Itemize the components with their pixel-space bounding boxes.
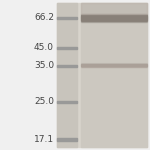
Text: 66.2: 66.2: [34, 14, 54, 22]
Bar: [81, 18, 147, 19]
Bar: [81, 3, 147, 147]
Bar: [81, 15, 147, 16]
Bar: [81, 14, 147, 15]
Bar: [81, 20, 147, 21]
Text: 45.0: 45.0: [34, 44, 54, 52]
Text: 17.1: 17.1: [34, 135, 54, 144]
Bar: [81, 65, 147, 66]
Text: 35.0: 35.0: [34, 61, 54, 70]
Bar: [81, 21, 147, 22]
Bar: [81, 63, 147, 64]
Bar: [81, 19, 147, 20]
Bar: [57, 138, 76, 141]
Bar: [81, 64, 147, 65]
Bar: [57, 3, 147, 147]
Text: 25.0: 25.0: [34, 98, 54, 106]
Bar: [81, 17, 147, 18]
Bar: [81, 3, 147, 14]
Bar: [81, 66, 147, 67]
Bar: [81, 16, 147, 17]
Bar: [57, 47, 76, 49]
Bar: [57, 65, 76, 67]
Bar: [57, 17, 76, 19]
Bar: [57, 101, 76, 103]
Bar: [57, 3, 76, 147]
